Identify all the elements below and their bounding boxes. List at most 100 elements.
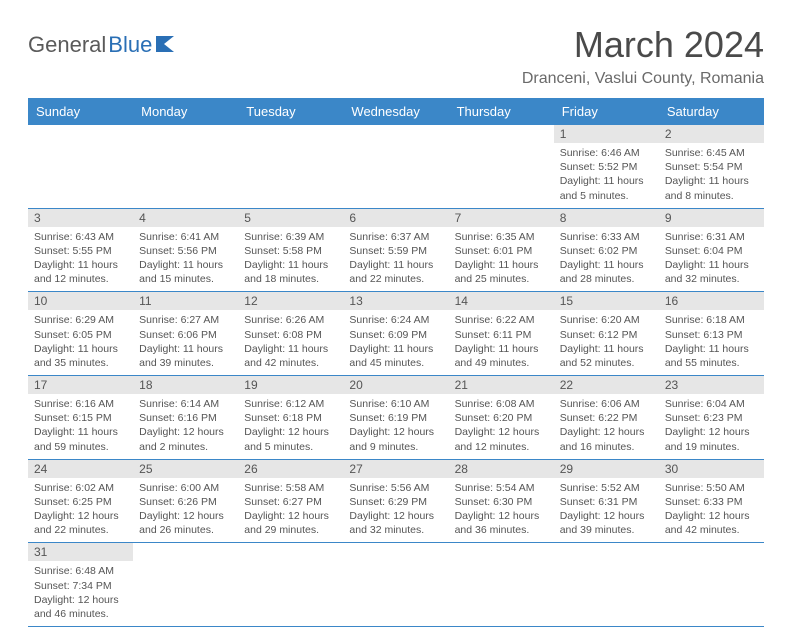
day-info: Sunrise: 6:31 AMSunset: 6:04 PMDaylight:… (659, 227, 764, 292)
day-header: Friday (554, 98, 659, 125)
day-info: Sunrise: 6:43 AMSunset: 5:55 PMDaylight:… (28, 227, 133, 292)
day-info (238, 561, 343, 611)
day-info: Sunrise: 6:04 AMSunset: 6:23 PMDaylight:… (659, 394, 764, 459)
calendar-cell: 26Sunrise: 5:58 AMSunset: 6:27 PMDayligh… (238, 459, 343, 543)
calendar-cell: 17Sunrise: 6:16 AMSunset: 6:15 PMDayligh… (28, 376, 133, 460)
calendar-cell: 13Sunrise: 6:24 AMSunset: 6:09 PMDayligh… (343, 292, 448, 376)
calendar-cell: 9Sunrise: 6:31 AMSunset: 6:04 PMDaylight… (659, 208, 764, 292)
day-info (449, 143, 554, 193)
day-header: Sunday (28, 98, 133, 125)
day-header: Thursday (449, 98, 554, 125)
day-info: Sunrise: 5:56 AMSunset: 6:29 PMDaylight:… (343, 478, 448, 543)
day-number (28, 125, 133, 143)
logo-text-general: General (28, 32, 106, 58)
day-number: 27 (343, 460, 448, 478)
day-number (133, 125, 238, 143)
day-number: 26 (238, 460, 343, 478)
logo-text-blue: Blue (108, 32, 152, 58)
day-number: 25 (133, 460, 238, 478)
day-info: Sunrise: 6:18 AMSunset: 6:13 PMDaylight:… (659, 310, 764, 375)
day-info: Sunrise: 6:26 AMSunset: 6:08 PMDaylight:… (238, 310, 343, 375)
day-info: Sunrise: 6:08 AMSunset: 6:20 PMDaylight:… (449, 394, 554, 459)
calendar-cell: 16Sunrise: 6:18 AMSunset: 6:13 PMDayligh… (659, 292, 764, 376)
calendar-cell: 24Sunrise: 6:02 AMSunset: 6:25 PMDayligh… (28, 459, 133, 543)
day-number (343, 125, 448, 143)
calendar-cell (28, 125, 133, 208)
day-info: Sunrise: 6:10 AMSunset: 6:19 PMDaylight:… (343, 394, 448, 459)
day-info: Sunrise: 6:20 AMSunset: 6:12 PMDaylight:… (554, 310, 659, 375)
day-number: 29 (554, 460, 659, 478)
day-header: Saturday (659, 98, 764, 125)
day-number: 13 (343, 292, 448, 310)
day-number: 21 (449, 376, 554, 394)
day-number: 6 (343, 209, 448, 227)
calendar-cell: 18Sunrise: 6:14 AMSunset: 6:16 PMDayligh… (133, 376, 238, 460)
day-number: 10 (28, 292, 133, 310)
day-number: 31 (28, 543, 133, 561)
calendar-cell: 23Sunrise: 6:04 AMSunset: 6:23 PMDayligh… (659, 376, 764, 460)
day-number: 1 (554, 125, 659, 143)
day-number: 23 (659, 376, 764, 394)
day-number: 15 (554, 292, 659, 310)
calendar-cell: 19Sunrise: 6:12 AMSunset: 6:18 PMDayligh… (238, 376, 343, 460)
calendar-cell: 25Sunrise: 6:00 AMSunset: 6:26 PMDayligh… (133, 459, 238, 543)
calendar-cell: 8Sunrise: 6:33 AMSunset: 6:02 PMDaylight… (554, 208, 659, 292)
day-number: 3 (28, 209, 133, 227)
day-info (238, 143, 343, 193)
day-info: Sunrise: 6:45 AMSunset: 5:54 PMDaylight:… (659, 143, 764, 208)
calendar-cell: 29Sunrise: 5:52 AMSunset: 6:31 PMDayligh… (554, 459, 659, 543)
day-info: Sunrise: 6:27 AMSunset: 6:06 PMDaylight:… (133, 310, 238, 375)
day-header: Monday (133, 98, 238, 125)
calendar-cell: 22Sunrise: 6:06 AMSunset: 6:22 PMDayligh… (554, 376, 659, 460)
day-info (28, 143, 133, 193)
day-number: 14 (449, 292, 554, 310)
day-info: Sunrise: 6:29 AMSunset: 6:05 PMDaylight:… (28, 310, 133, 375)
logo: GeneralBlue (28, 24, 178, 58)
calendar-cell (449, 125, 554, 208)
calendar-cell: 3Sunrise: 6:43 AMSunset: 5:55 PMDaylight… (28, 208, 133, 292)
calendar-cell: 5Sunrise: 6:39 AMSunset: 5:58 PMDaylight… (238, 208, 343, 292)
day-info: Sunrise: 5:52 AMSunset: 6:31 PMDaylight:… (554, 478, 659, 543)
day-info (133, 143, 238, 193)
day-info: Sunrise: 6:12 AMSunset: 6:18 PMDaylight:… (238, 394, 343, 459)
day-number (449, 543, 554, 561)
calendar-cell: 15Sunrise: 6:20 AMSunset: 6:12 PMDayligh… (554, 292, 659, 376)
calendar-cell: 31Sunrise: 6:48 AMSunset: 7:34 PMDayligh… (28, 543, 133, 627)
day-header: Wednesday (343, 98, 448, 125)
day-number (554, 543, 659, 561)
day-info (659, 561, 764, 611)
day-number (659, 543, 764, 561)
day-info (554, 561, 659, 611)
calendar-cell (133, 125, 238, 208)
day-info: Sunrise: 6:02 AMSunset: 6:25 PMDaylight:… (28, 478, 133, 543)
day-number: 7 (449, 209, 554, 227)
day-info: Sunrise: 5:54 AMSunset: 6:30 PMDaylight:… (449, 478, 554, 543)
day-number: 8 (554, 209, 659, 227)
calendar-cell: 2Sunrise: 6:45 AMSunset: 5:54 PMDaylight… (659, 125, 764, 208)
calendar-cell: 28Sunrise: 5:54 AMSunset: 6:30 PMDayligh… (449, 459, 554, 543)
day-header: Tuesday (238, 98, 343, 125)
calendar-cell: 4Sunrise: 6:41 AMSunset: 5:56 PMDaylight… (133, 208, 238, 292)
calendar-cell: 12Sunrise: 6:26 AMSunset: 6:08 PMDayligh… (238, 292, 343, 376)
calendar-cell: 10Sunrise: 6:29 AMSunset: 6:05 PMDayligh… (28, 292, 133, 376)
day-number (238, 125, 343, 143)
day-info: Sunrise: 6:16 AMSunset: 6:15 PMDaylight:… (28, 394, 133, 459)
location-subtitle: Dranceni, Vaslui County, Romania (522, 70, 764, 88)
calendar-table: SundayMondayTuesdayWednesdayThursdayFrid… (28, 98, 764, 627)
calendar-cell (238, 125, 343, 208)
calendar-cell: 6Sunrise: 6:37 AMSunset: 5:59 PMDaylight… (343, 208, 448, 292)
day-info (343, 143, 448, 193)
day-number: 17 (28, 376, 133, 394)
day-info: Sunrise: 6:46 AMSunset: 5:52 PMDaylight:… (554, 143, 659, 208)
day-info: Sunrise: 6:39 AMSunset: 5:58 PMDaylight:… (238, 227, 343, 292)
day-number: 11 (133, 292, 238, 310)
day-number: 2 (659, 125, 764, 143)
day-number: 12 (238, 292, 343, 310)
calendar-cell: 14Sunrise: 6:22 AMSunset: 6:11 PMDayligh… (449, 292, 554, 376)
day-info (449, 561, 554, 611)
day-number: 22 (554, 376, 659, 394)
calendar-cell: 21Sunrise: 6:08 AMSunset: 6:20 PMDayligh… (449, 376, 554, 460)
calendar-cell (238, 543, 343, 627)
day-info: Sunrise: 6:33 AMSunset: 6:02 PMDaylight:… (554, 227, 659, 292)
day-number: 18 (133, 376, 238, 394)
